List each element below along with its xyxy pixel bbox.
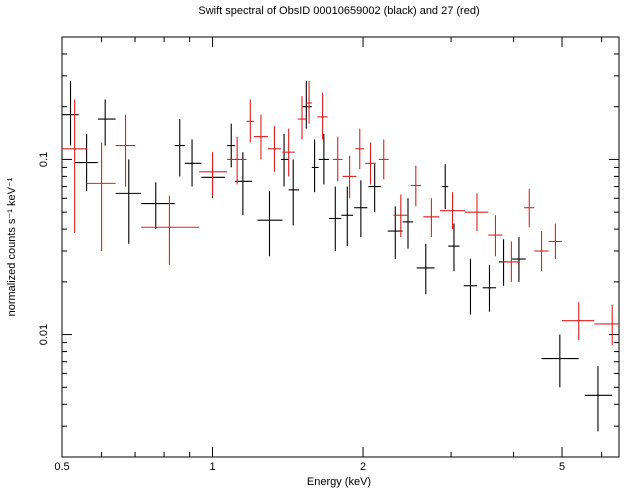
data-point [402, 198, 414, 249]
data-point [115, 114, 136, 187]
data-point [488, 215, 503, 257]
x-axis-label: Energy (keV) [307, 476, 371, 488]
data-point [341, 186, 354, 247]
data-point [282, 128, 295, 177]
data-point [115, 159, 142, 244]
x-tick-label: 2 [360, 461, 366, 473]
tick-labels: 0.5 1 2 5 0.01 0.1 [38, 152, 565, 473]
data-point [174, 119, 185, 177]
data-point [534, 231, 549, 272]
data-point [246, 99, 254, 143]
data-point [86, 142, 116, 252]
data-point [562, 302, 595, 341]
data-point [448, 223, 460, 272]
data-point [465, 193, 489, 232]
x-tick-label: 1 [209, 461, 215, 473]
data-point [306, 81, 312, 124]
data-point [368, 163, 381, 213]
data-point [498, 239, 509, 286]
series-red [62, 81, 619, 346]
data-point [378, 139, 389, 180]
data-point [548, 223, 563, 260]
data-series [62, 81, 619, 432]
data-point [280, 133, 289, 187]
series-black [62, 81, 613, 432]
data-point [74, 133, 98, 192]
y-tick-label: 0.1 [38, 152, 50, 167]
data-point [511, 237, 526, 282]
data-point [227, 123, 236, 168]
data-point [393, 194, 409, 238]
y-axis-label: normalized counts s⁻¹ keV⁻¹ [6, 177, 18, 316]
data-point [584, 366, 613, 432]
data-point [365, 142, 376, 185]
data-point [297, 96, 307, 140]
x-tick-label: 0.5 [54, 461, 69, 473]
data-point [184, 139, 202, 187]
x-tick-label: 5 [559, 461, 565, 473]
data-point [423, 198, 440, 238]
data-point [317, 92, 328, 140]
axis-ticks [61, 36, 619, 458]
data-point [342, 155, 357, 199]
data-point [288, 159, 300, 226]
data-point [62, 99, 87, 234]
data-point [410, 165, 421, 207]
data-point [332, 136, 343, 182]
data-point [318, 133, 330, 185]
data-point [442, 164, 449, 210]
data-point [302, 81, 312, 129]
data-point [141, 195, 200, 265]
data-point [62, 81, 79, 146]
data-point [541, 334, 579, 388]
data-point [594, 304, 619, 346]
data-point [235, 152, 253, 216]
data-point [354, 180, 368, 238]
data-point [463, 259, 477, 315]
data-point [416, 243, 435, 295]
data-point [257, 191, 283, 257]
y-tick-label: 0.01 [38, 324, 50, 345]
data-point [201, 159, 226, 199]
data-point [253, 114, 268, 160]
data-point [524, 188, 535, 228]
data-point [199, 152, 228, 196]
data-point [502, 241, 520, 282]
data-point [329, 186, 342, 252]
data-point [355, 128, 365, 170]
data-point [97, 99, 116, 146]
plot-frame [61, 36, 620, 458]
chart-title: Swift spectral of ObsID 00010659002 (bla… [198, 5, 479, 17]
data-point [439, 192, 466, 230]
data-point [267, 126, 281, 172]
data-point [227, 136, 247, 185]
data-point [482, 264, 497, 312]
data-point [311, 139, 319, 193]
